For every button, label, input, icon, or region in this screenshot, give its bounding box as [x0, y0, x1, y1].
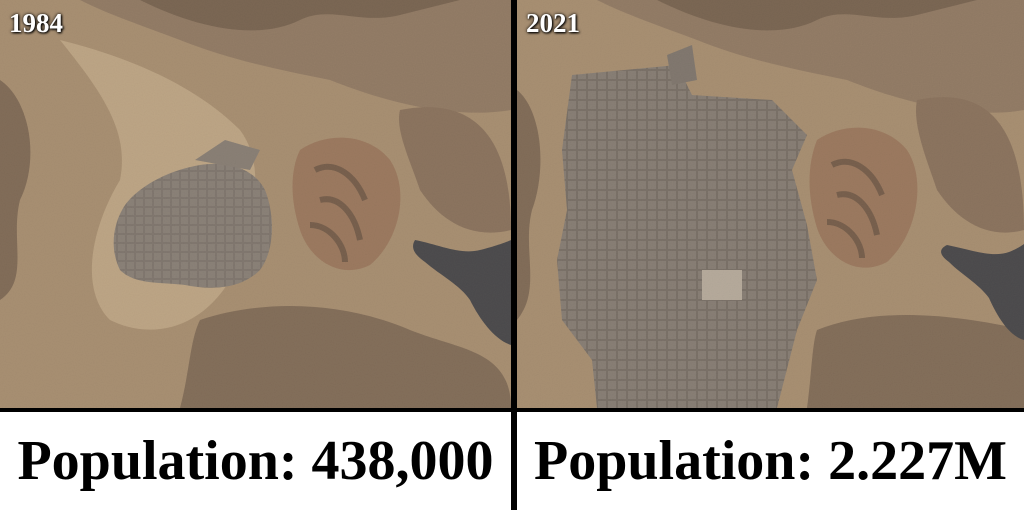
satellite-scene-2021 [517, 0, 1024, 408]
satellite-image-2021: 2021 [517, 0, 1024, 408]
satellite-scene-1984 [0, 0, 511, 408]
satellite-image-1984: 1984 [0, 0, 511, 408]
population-label-1984: Population: 438,000 [17, 430, 494, 492]
caption-2021: Population: 2.227M [517, 412, 1024, 510]
year-label-2021: 2021 [526, 8, 580, 38]
caption-1984: Population: 438,000 [0, 412, 511, 510]
year-label-1984: 1984 [9, 8, 63, 38]
population-label-2021: Population: 2.227M [534, 430, 1007, 492]
grain-overlay [0, 0, 511, 408]
grain-overlay [517, 0, 1024, 408]
